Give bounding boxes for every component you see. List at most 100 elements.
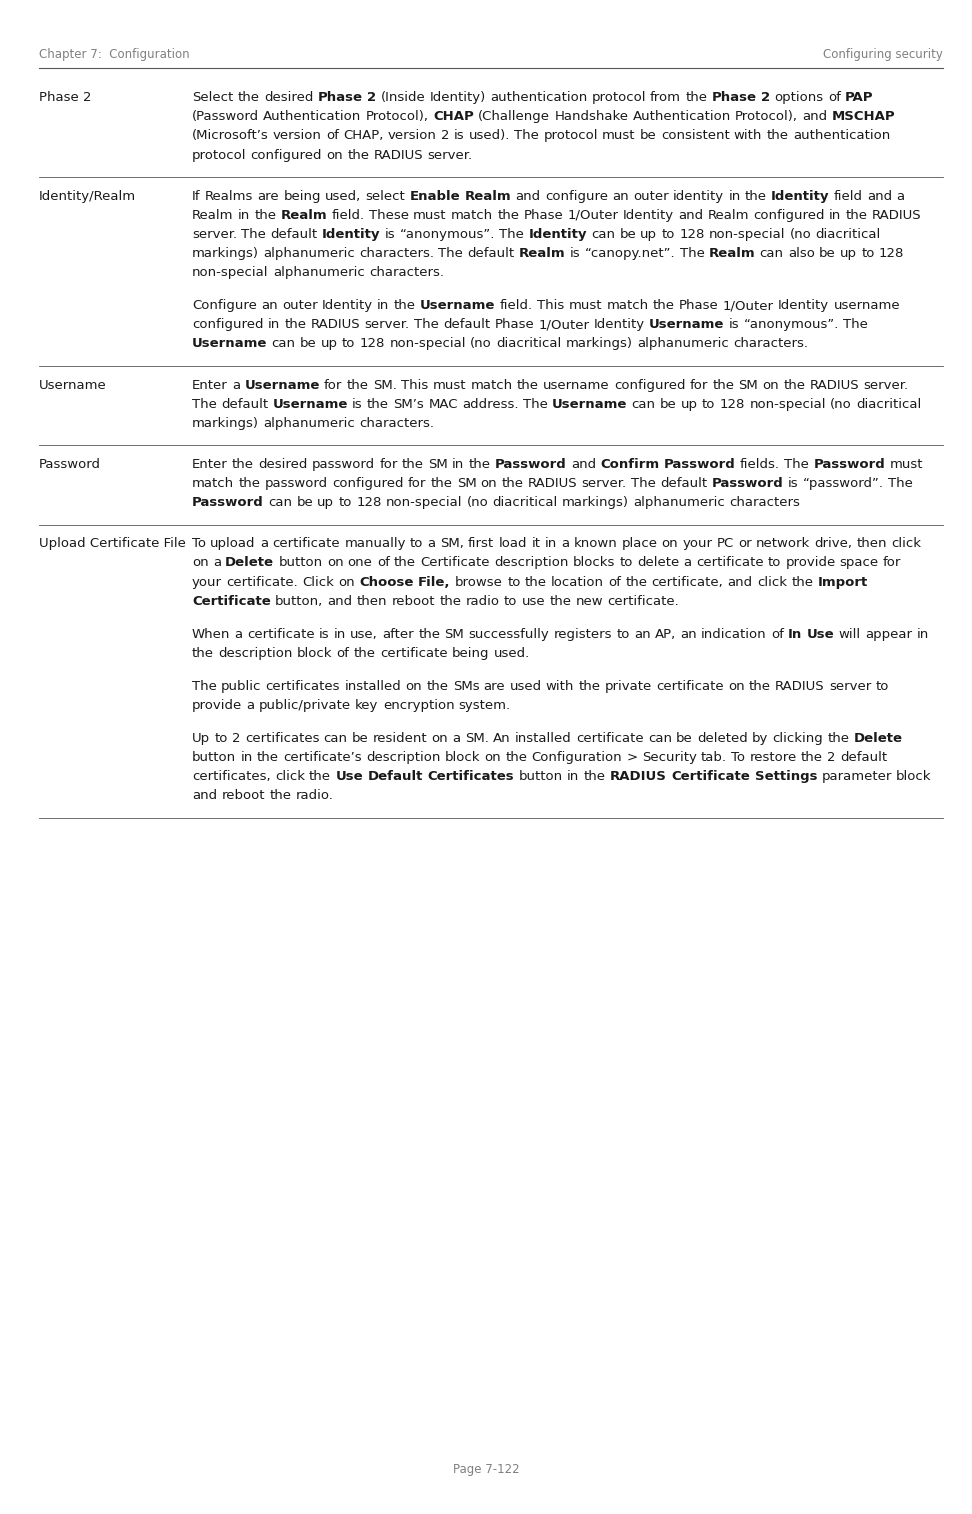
- Text: The: The: [192, 680, 217, 693]
- Text: to: to: [342, 338, 356, 350]
- Text: your: your: [192, 575, 222, 589]
- Text: certificate: certificate: [575, 731, 643, 745]
- Text: Phase: Phase: [678, 300, 718, 312]
- Text: This: This: [401, 378, 429, 392]
- Text: Upload Certificate File: Upload Certificate File: [39, 537, 186, 550]
- Text: and: and: [571, 457, 596, 471]
- Text: certificate: certificate: [247, 628, 315, 640]
- Text: markings): markings): [566, 338, 633, 350]
- Text: (Inside: (Inside: [380, 91, 425, 104]
- Text: diacritical: diacritical: [856, 398, 921, 410]
- Text: being: being: [452, 646, 489, 660]
- Text: the: the: [783, 378, 805, 392]
- Text: alphanumeric: alphanumeric: [637, 338, 729, 350]
- Text: SM: SM: [444, 628, 464, 640]
- Text: Username: Username: [192, 338, 267, 350]
- Text: up: up: [317, 497, 334, 509]
- Text: and: and: [678, 209, 703, 223]
- Text: be: be: [676, 731, 693, 745]
- Text: to: to: [662, 229, 675, 241]
- Text: outer: outer: [282, 300, 318, 312]
- Text: must: must: [433, 378, 466, 392]
- Text: The: The: [523, 398, 547, 410]
- Text: certificates,: certificates,: [192, 771, 270, 783]
- Text: Identity: Identity: [623, 209, 674, 223]
- Text: File,: File,: [418, 575, 451, 589]
- Text: Enable: Enable: [409, 189, 460, 203]
- Text: browse: browse: [455, 575, 503, 589]
- Text: Password: Password: [664, 457, 736, 471]
- Text: registers: registers: [553, 628, 612, 640]
- Text: the: the: [827, 731, 850, 745]
- Text: button,: button,: [275, 595, 324, 607]
- Text: 128: 128: [360, 338, 385, 350]
- Text: When: When: [192, 628, 230, 640]
- Text: the: the: [497, 209, 519, 223]
- Text: Password: Password: [495, 457, 567, 471]
- Text: on: on: [484, 751, 501, 765]
- Text: a: a: [453, 731, 461, 745]
- Text: configured: configured: [753, 209, 824, 223]
- Text: Username: Username: [39, 378, 107, 392]
- Text: 1/Outer: 1/Outer: [538, 318, 589, 332]
- Text: of: of: [336, 646, 350, 660]
- Text: non-special: non-special: [709, 229, 785, 241]
- Text: protocol: protocol: [192, 148, 247, 162]
- Text: to: to: [338, 497, 352, 509]
- Text: certificate: certificate: [272, 537, 340, 550]
- Text: password: password: [264, 477, 328, 491]
- Text: drive,: drive,: [815, 537, 852, 550]
- Text: is: is: [352, 398, 363, 410]
- Text: on: on: [662, 537, 678, 550]
- Text: configured: configured: [192, 318, 263, 332]
- Text: The: The: [438, 247, 464, 260]
- Text: the: the: [394, 557, 416, 569]
- Text: Realm: Realm: [519, 247, 566, 260]
- Text: (Microsoft’s: (Microsoft’s: [192, 129, 268, 142]
- Text: Realm: Realm: [192, 209, 233, 223]
- Text: can: can: [271, 338, 295, 350]
- Text: diacritical: diacritical: [816, 229, 881, 241]
- Text: “anonymous”.: “anonymous”.: [744, 318, 839, 332]
- Text: server: server: [829, 680, 871, 693]
- Text: be: be: [352, 731, 368, 745]
- Text: used: used: [509, 680, 541, 693]
- Text: button: button: [192, 751, 236, 765]
- Text: server.: server.: [364, 318, 409, 332]
- Text: desired: desired: [259, 457, 307, 471]
- Text: the: the: [625, 575, 647, 589]
- Text: (no: (no: [470, 338, 492, 350]
- Text: 128: 128: [879, 247, 904, 260]
- Text: diacritical: diacritical: [493, 497, 558, 509]
- Text: SM’s: SM’s: [394, 398, 424, 410]
- Text: to: to: [861, 247, 875, 260]
- Text: non-special: non-special: [386, 497, 463, 509]
- Text: default: default: [270, 229, 318, 241]
- Text: can: can: [591, 229, 615, 241]
- Text: non-special: non-special: [749, 398, 826, 410]
- Text: deleted: deleted: [697, 731, 747, 745]
- Text: a: a: [428, 537, 435, 550]
- Text: on: on: [432, 731, 448, 745]
- Text: Password: Password: [39, 457, 101, 471]
- Text: username: username: [543, 378, 609, 392]
- Text: PC: PC: [716, 537, 734, 550]
- Text: default: default: [221, 398, 268, 410]
- Text: match: match: [607, 300, 648, 312]
- Text: your: your: [682, 537, 712, 550]
- Text: tab.: tab.: [701, 751, 727, 765]
- Text: default: default: [468, 247, 515, 260]
- Text: being: being: [283, 189, 321, 203]
- Text: will: will: [839, 628, 861, 640]
- Text: 128: 128: [356, 497, 381, 509]
- Text: MSCHAP: MSCHAP: [832, 111, 895, 123]
- Text: certificates: certificates: [245, 731, 319, 745]
- Text: Realm: Realm: [709, 247, 755, 260]
- Text: an: an: [634, 628, 650, 640]
- Text: use: use: [522, 595, 545, 607]
- Text: CHAP: CHAP: [434, 111, 474, 123]
- Text: reboot: reboot: [222, 789, 265, 802]
- Text: An: An: [493, 731, 510, 745]
- Text: of: of: [327, 129, 339, 142]
- Text: field: field: [834, 189, 863, 203]
